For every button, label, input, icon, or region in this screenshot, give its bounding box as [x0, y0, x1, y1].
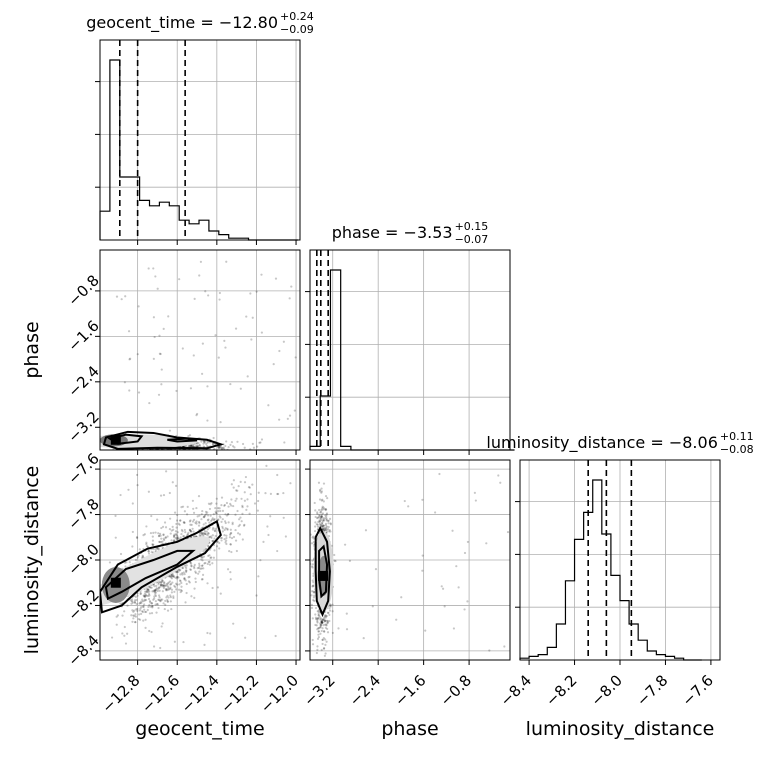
- scatter-phase-vs-luminosity_distance: [310, 472, 510, 657]
- xtick-label-geocent_time-2: −12.4: [178, 671, 223, 716]
- xtick-label-geocent_time-0: −12.8: [98, 671, 143, 716]
- panel-bg-geocent_time-vs-phase: [100, 250, 300, 450]
- ylabel-phase: phase: [21, 321, 43, 378]
- xlabel-geocent_time: geocent_time: [135, 718, 264, 740]
- ylabel-luminosity_distance: luminosity_distance: [21, 466, 43, 655]
- panel-bg-phase: [310, 250, 510, 450]
- contour-geocent_time-vs-phase-2: [167, 437, 198, 443]
- xtick-label-luminosity_distance-1: −8.2: [542, 671, 580, 709]
- xtick-label-phase-2: −1.6: [391, 671, 429, 709]
- title-upper-luminosity_distance: +0.11: [720, 430, 754, 443]
- density-peak-phase-vs-luminosity_distance-0: [318, 570, 329, 581]
- title-base-geocent_time: geocent_time = −12.80: [86, 13, 278, 33]
- title-lower-geocent_time: −0.09: [280, 23, 314, 36]
- contour-phase-vs-luminosity_distance-0: [314, 525, 331, 618]
- xtick-label-luminosity_distance-3: −7.8: [633, 671, 671, 709]
- panel-border-phase: [309, 249, 511, 451]
- xlabel-luminosity_distance: luminosity_distance: [526, 718, 715, 740]
- title-base-luminosity_distance: luminosity_distance = −8.06: [486, 433, 717, 453]
- panel-border-geocent_time-vs-phase: [99, 249, 301, 451]
- title-lower-phase: −0.07: [455, 233, 489, 246]
- contour-geocent_time-vs-luminosity_distance-1: [104, 549, 196, 601]
- title-lower-luminosity_distance: −0.08: [720, 443, 754, 456]
- title-upper-phase: +0.15: [455, 220, 489, 233]
- panel-title-luminosity_distance: luminosity_distance = −8.06 +0.11−0.08: [486, 430, 753, 456]
- xlabel-phase: phase: [381, 718, 438, 740]
- xtick-label-phase-1: −2.4: [346, 671, 384, 709]
- xtick-label-luminosity_distance-2: −8.0: [588, 671, 626, 709]
- density-peak-geocent_time-vs-luminosity_distance-0: [110, 577, 121, 588]
- xtick-label-geocent_time-4: −12.0: [257, 671, 302, 716]
- panel-bg-geocent_time: [100, 40, 300, 240]
- xtick-label-geocent_time-1: −12.6: [138, 671, 183, 716]
- panel-border-geocent_time: [99, 39, 301, 241]
- xtick-label-phase-0: −3.2: [300, 671, 338, 709]
- contour-geocent_time-vs-phase-0: [102, 430, 225, 450]
- xtick-label-luminosity_distance-4: −7.6: [678, 671, 716, 709]
- xtick-label-geocent_time-3: −12.2: [217, 671, 262, 716]
- panel-border-phase-vs-luminosity_distance: [309, 459, 511, 661]
- title-base-phase: phase = −3.53: [332, 223, 453, 242]
- contour-geocent_time-vs-luminosity_distance-0: [100, 519, 222, 614]
- panel-title-phase: phase = −3.53 +0.15−0.07: [332, 220, 489, 246]
- xtick-label-luminosity_distance-0: −8.4: [497, 671, 535, 709]
- histogram-geocent_time: [99, 59, 299, 241]
- scatter-geocent_time-vs-luminosity_distance: [100, 464, 292, 650]
- title-upper-geocent_time: +0.24: [280, 10, 314, 23]
- density-peak-geocent_time-vs-phase-0: [110, 434, 121, 445]
- xtick-label-phase-3: −0.8: [437, 671, 475, 709]
- panel-border-geocent_time-vs-luminosity_distance: [99, 459, 301, 661]
- panel-title-geocent_time: geocent_time = −12.80 +0.24−0.09: [86, 10, 314, 36]
- scatter-point-geocent_time-vs-phase: [241, 442, 245, 446]
